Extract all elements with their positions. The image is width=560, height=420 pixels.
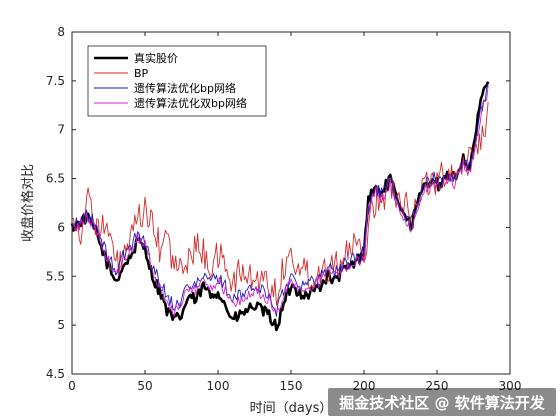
axis-ticks: 0 50 100 150 200 250 300 4.5 5 5.5 6 6.5 7 7.5 8 <box>46 25 522 393</box>
y-tick-label: 8 <box>57 25 65 39</box>
x-tick-label: 50 <box>137 379 152 393</box>
legend-entry-label: BP <box>134 67 149 80</box>
y-axis-title: 收盘价格对比 <box>20 164 36 242</box>
x-tick-label: 150 <box>280 379 303 393</box>
x-tick-label: 200 <box>353 379 376 393</box>
y-tick-label: 6.5 <box>46 172 65 186</box>
y-tick-label: 4.5 <box>46 367 65 381</box>
x-axis-title: 时间（days） <box>250 401 333 416</box>
x-tick-label: 250 <box>426 379 449 393</box>
legend-entry-label: 真实股价 <box>134 51 178 65</box>
x-tick-label: 100 <box>207 379 230 393</box>
legend-entry-label: 遗传算法优化双bp网络 <box>134 96 247 110</box>
x-tick-label: 300 <box>499 379 522 393</box>
series-line-3 <box>71 85 489 317</box>
watermark-background <box>328 388 556 416</box>
y-tick-label: 7 <box>57 123 65 137</box>
watermark: 掘金技术社区 @ 软件算法开发 <box>328 388 556 416</box>
y-tick-label: 6 <box>57 220 65 234</box>
series-line-1 <box>72 102 489 306</box>
y-tick-label: 7.5 <box>46 74 65 88</box>
x-tick-label: 0 <box>68 379 76 393</box>
y-tick-label: 5 <box>57 318 65 332</box>
legend-entry-label: 遗传算法优化bp网络 <box>134 81 236 95</box>
watermark-text: 掘金技术社区 @ 软件算法开发 <box>339 394 545 412</box>
plot-lines <box>70 81 490 332</box>
y-tick-label: 5.5 <box>46 269 65 283</box>
